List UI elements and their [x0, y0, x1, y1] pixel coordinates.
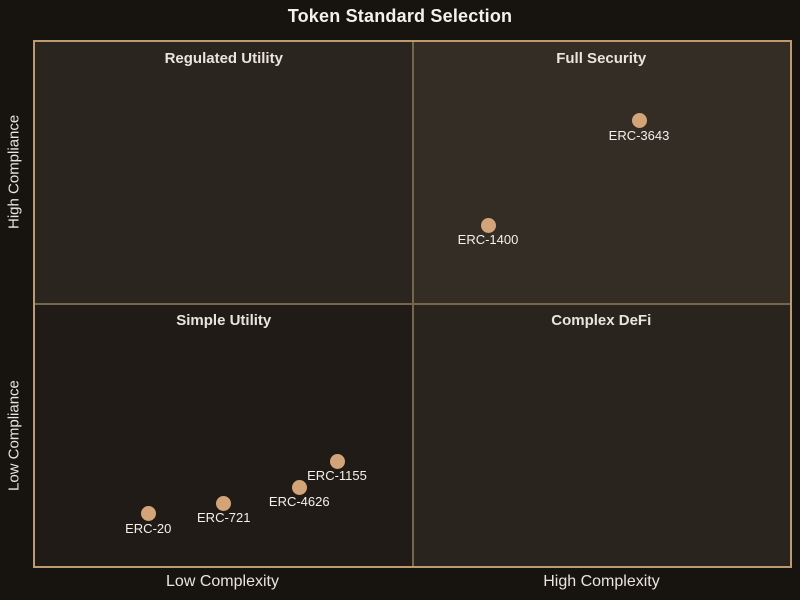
y-axis-label-low-compliance: Low Compliance: [5, 380, 23, 492]
point-label: ERC-1400: [457, 232, 519, 248]
quadrant-complex-defi: Complex DeFi: [412, 304, 790, 566]
quadrant-full-security: Full Security: [412, 42, 790, 304]
point-dot: [480, 217, 496, 233]
chart-title: Token Standard Selection: [287, 6, 513, 26]
point-label: ERC-4626: [268, 494, 330, 510]
y-axis-label-high-compliance: High Compliance: [5, 114, 23, 230]
point-dot: [216, 495, 232, 511]
plot-area: Regulated Utility Full Security Simple U…: [33, 40, 792, 568]
quadrant-regulated-utility: Regulated Utility: [35, 42, 413, 304]
points-layer: ERC-20 ERC-721 ERC-4626 ERC-1155 ERC-1400 ERC…: [35, 42, 790, 566]
point-dot: [291, 479, 307, 495]
point-label: ERC-721: [197, 510, 251, 526]
point-label: ERC-1155: [307, 468, 367, 484]
point-dot: [631, 113, 647, 129]
quadrant-label-regulated-utility: Regulated Utility: [164, 50, 283, 67]
point-label: ERC-3643: [608, 127, 670, 143]
quadrant-label-simple-utility: Simple Utility: [176, 312, 272, 329]
point-dot: [140, 506, 156, 522]
quadrant-label-full-security: Full Security: [556, 50, 647, 67]
quadrant-simple-utility: Simple Utility: [35, 304, 413, 566]
x-axis-label-low-complexity: Low Complexity: [166, 573, 279, 590]
point-dot: [329, 453, 345, 469]
horizontal-divider: [35, 303, 790, 305]
point-label: ERC-20: [125, 520, 172, 536]
quadrant-label-complex-defi: Complex DeFi: [551, 312, 652, 329]
x-axis-label-high-complexity: High Complexity: [543, 573, 660, 590]
